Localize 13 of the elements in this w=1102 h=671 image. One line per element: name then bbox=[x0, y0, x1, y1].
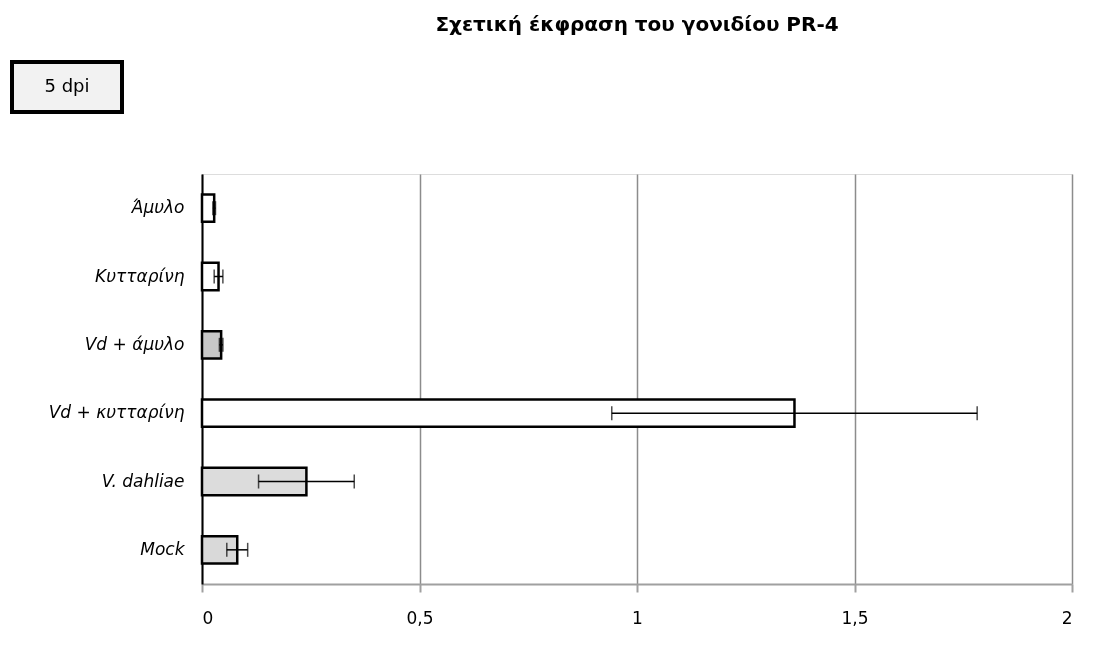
y-tick-label: Vd + άμυλο bbox=[84, 333, 185, 354]
x-tick-label: 1 bbox=[632, 607, 643, 628]
y-tick-label: Vd + κυτταρίνη bbox=[48, 402, 185, 423]
y-tick-label: Mock bbox=[140, 538, 186, 559]
y-tick-label: V. dahliae bbox=[101, 470, 185, 491]
text: 5 dpi bbox=[44, 75, 90, 96]
x-tick-label: 0 bbox=[202, 607, 214, 628]
x-tick-label: 1,5 bbox=[841, 607, 869, 628]
chart-title: Σχετική έκφραση του γονιδίου PR-4 bbox=[435, 12, 839, 36]
x-tick-label: 2 bbox=[1061, 607, 1073, 628]
x-tick-label: 0,5 bbox=[406, 607, 434, 628]
y-tick-label: Κυτταρίνη bbox=[95, 265, 185, 286]
y-tick-label: Άμυλο bbox=[130, 197, 185, 218]
